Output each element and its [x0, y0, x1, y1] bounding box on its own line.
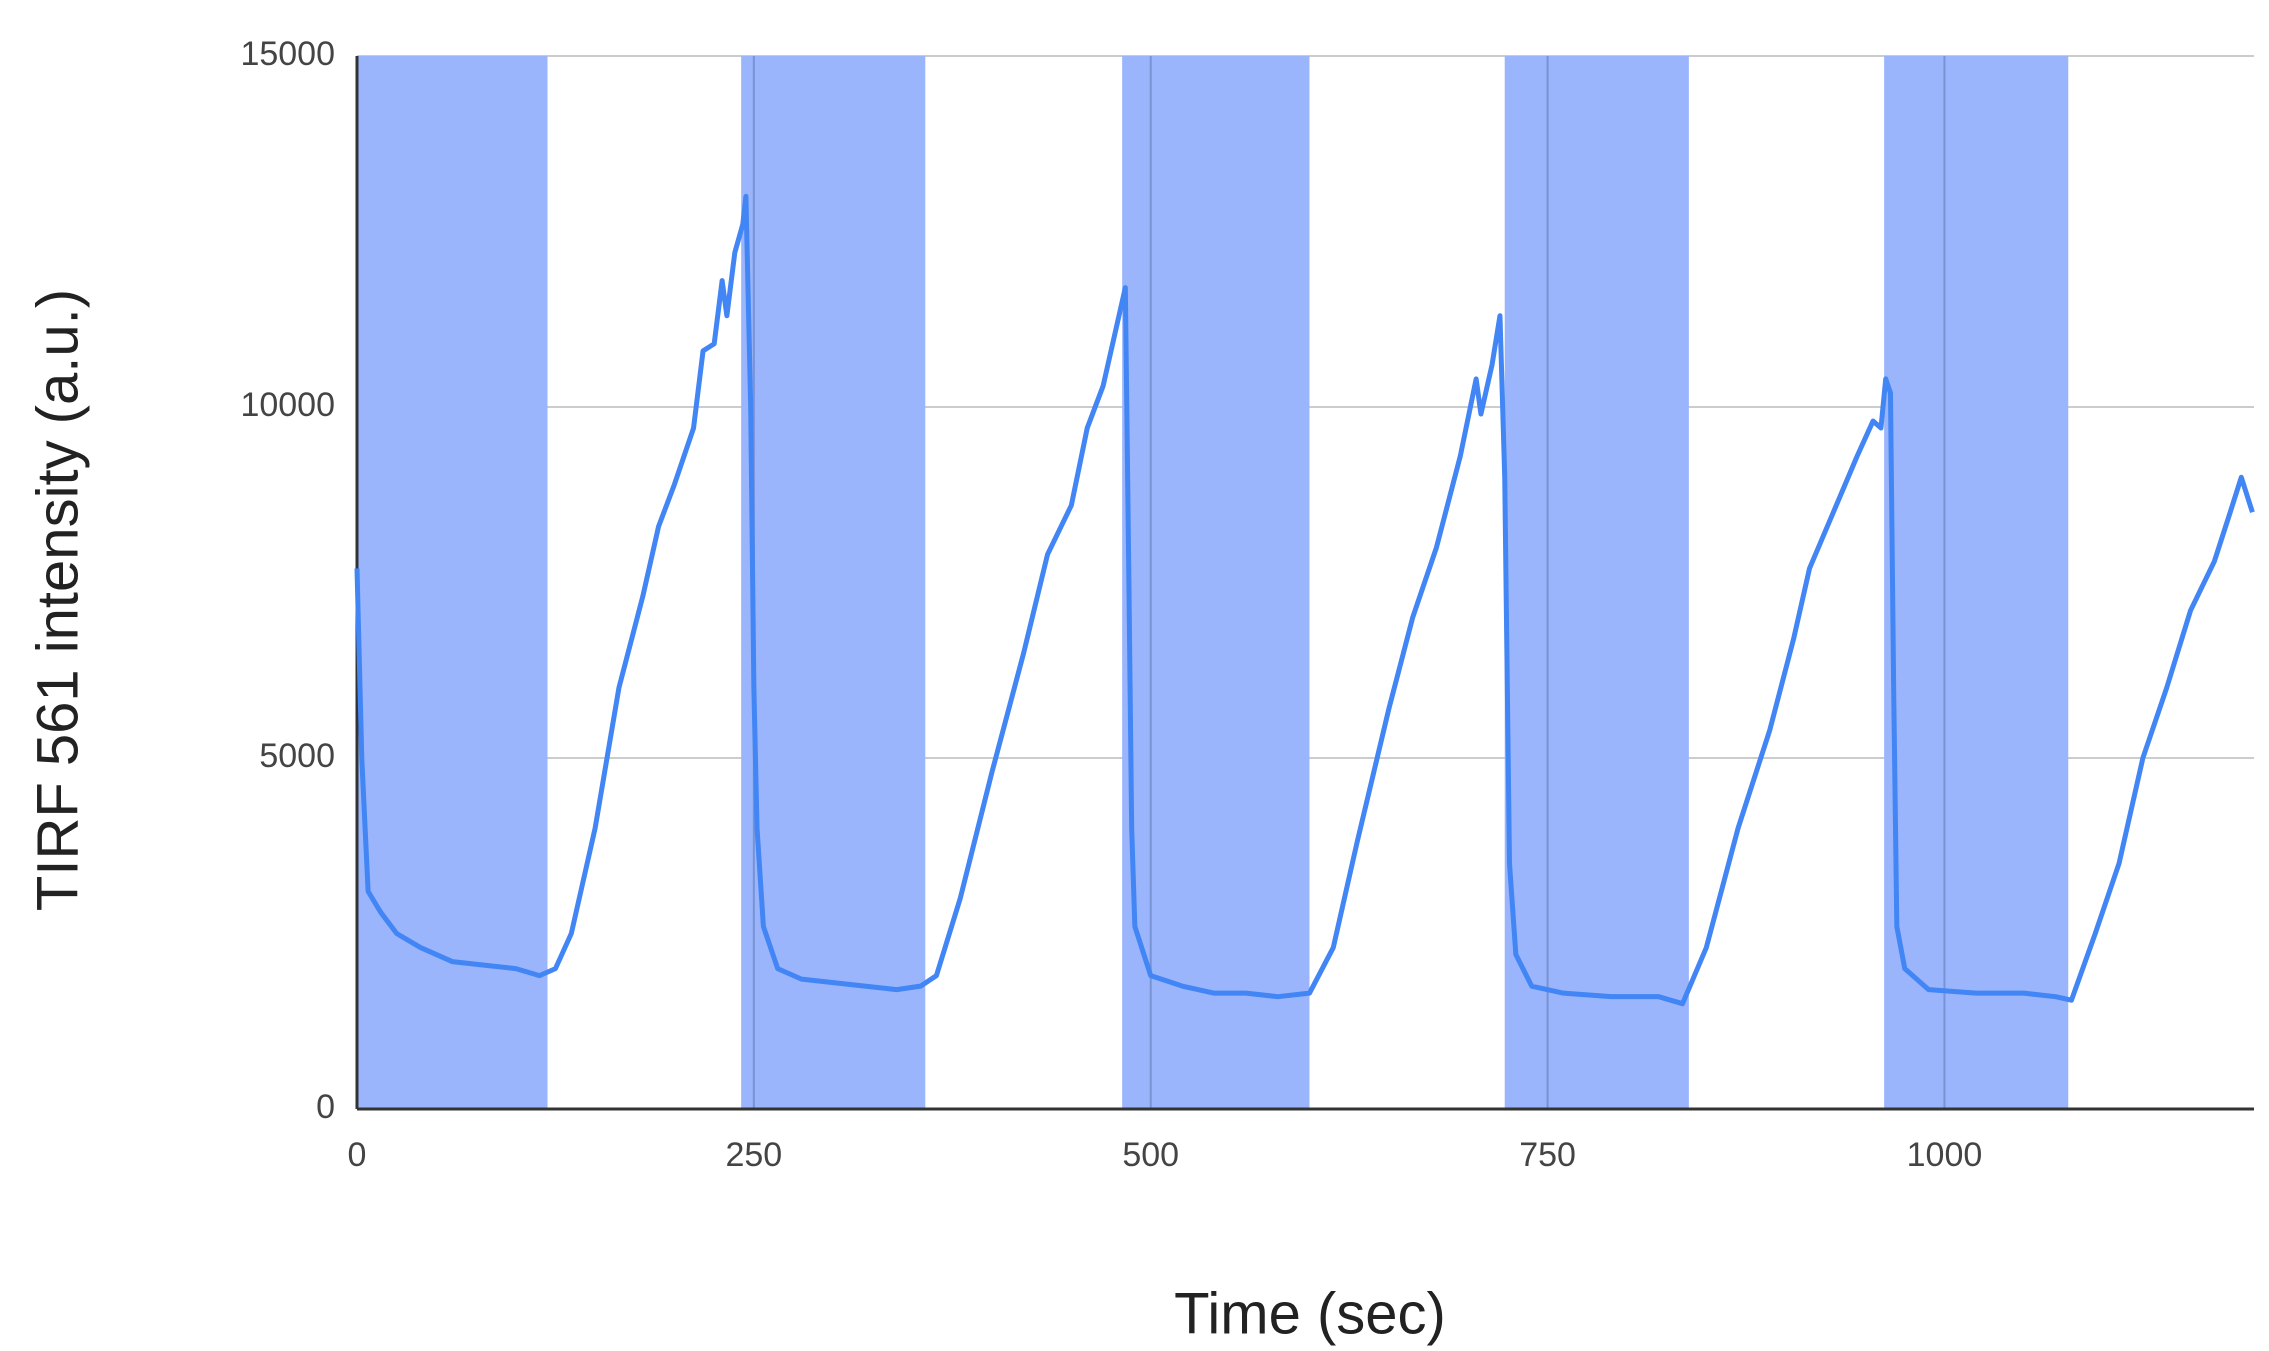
- shaded-band: [1504, 56, 1689, 1109]
- data-line: [354, 193, 2255, 1007]
- x-tick-label: 750: [1519, 1136, 1576, 1174]
- x-axis-title: Time (sec): [1174, 1281, 1446, 1346]
- y-tick-label: 10000: [240, 386, 335, 424]
- shaded-band: [1884, 56, 2069, 1109]
- x-tick-label: 1000: [1907, 1136, 1983, 1174]
- x-tick-label: 250: [725, 1136, 782, 1174]
- shaded-band: [1122, 56, 1310, 1109]
- x-tick-label: 500: [1122, 1136, 1179, 1174]
- x-tick-label: 0: [348, 1136, 367, 1174]
- shaded-band: [357, 56, 548, 1109]
- y-tick-label: 15000: [240, 35, 335, 73]
- y-tick-label: 0: [316, 1088, 335, 1126]
- y-axis-title: TIRF 561 intensity (a.u.): [25, 289, 90, 911]
- shaded-band: [741, 56, 926, 1109]
- y-tick-label: 5000: [259, 737, 335, 775]
